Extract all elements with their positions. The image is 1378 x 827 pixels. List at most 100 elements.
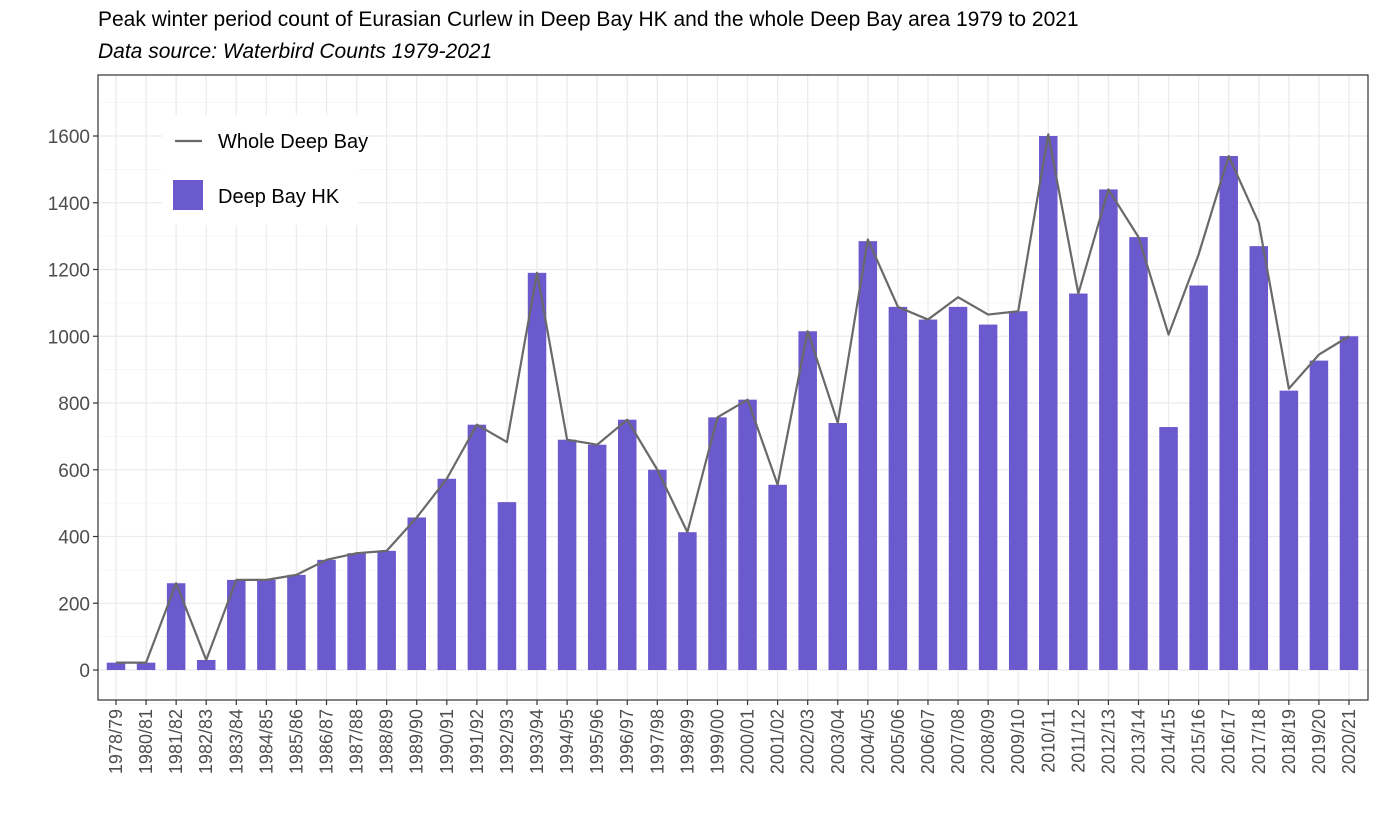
bar-deep-bay-hk <box>1069 293 1088 670</box>
x-tick-label: 2000/01 <box>738 709 758 774</box>
y-tick-label: 1000 <box>48 327 90 348</box>
bar-deep-bay-hk <box>888 306 908 670</box>
y-axis: 0 200 400 600 800 1000 1200 1400 1600 <box>48 127 98 682</box>
x-tick-label: 1985/86 <box>286 709 306 774</box>
bar-deep-bay-hk <box>347 553 366 670</box>
x-tick-label: 1995/96 <box>587 709 607 774</box>
x-tick-label: 2007/08 <box>948 709 968 774</box>
bar-series <box>106 136 1359 670</box>
x-tick-label: 2018/19 <box>1279 709 1299 774</box>
x-tick-label: 2008/09 <box>978 709 998 774</box>
x-tick-label: 2016/17 <box>1219 709 1239 774</box>
bar-deep-bay-hk <box>798 331 817 670</box>
chart-subtitle: Data source: Waterbird Counts 1979-2021 <box>98 40 493 63</box>
bar-deep-bay-hk <box>196 659 216 670</box>
bar-deep-bay-hk <box>227 579 246 670</box>
bar-deep-bay-hk <box>377 550 396 670</box>
y-tick-label: 1400 <box>48 194 90 215</box>
x-tick-label: 2012/13 <box>1098 709 1118 774</box>
bar-deep-bay-hk <box>407 517 426 670</box>
bar-deep-bay-hk <box>1309 360 1329 670</box>
bar-deep-bay-hk <box>106 662 126 670</box>
bar-deep-bay-hk <box>1008 311 1028 670</box>
x-tick-label: 1998/99 <box>677 709 697 774</box>
bar-deep-bay-hk <box>918 319 938 670</box>
x-tick-label: 1983/84 <box>226 709 246 774</box>
x-tick-label: 2011/12 <box>1068 709 1088 773</box>
bar-deep-bay-hk <box>497 502 517 670</box>
bar-deep-bay-hk <box>978 324 998 670</box>
bar-deep-bay-hk <box>527 272 547 670</box>
bar-deep-bay-hk <box>166 583 186 670</box>
bar-deep-bay-hk <box>948 306 968 670</box>
legend-label-line: Whole Deep Bay <box>218 131 368 153</box>
chart-title: Peak winter period count of Eurasian Cur… <box>98 8 1079 31</box>
bar-deep-bay-hk <box>1159 427 1178 670</box>
y-tick-label: 800 <box>58 394 90 415</box>
bar-deep-bay-hk <box>1039 136 1058 670</box>
x-tick-label: 2014/15 <box>1159 709 1179 774</box>
x-tick-label: 1989/90 <box>407 709 427 774</box>
x-tick-label: 2004/05 <box>858 709 878 774</box>
legend: Whole Deep Bay Deep Bay HK <box>162 115 368 225</box>
bar-deep-bay-hk <box>648 469 667 670</box>
bar-deep-bay-hk <box>1249 246 1269 670</box>
legend-label-bar: Deep Bay HK <box>218 186 340 208</box>
bar-deep-bay-hk <box>1129 237 1148 670</box>
legend-bar-swatch <box>173 180 203 210</box>
x-tick-label: 2020/21 <box>1339 709 1359 774</box>
bar-deep-bay-hk <box>617 419 637 670</box>
x-tick-label: 1988/89 <box>377 709 397 774</box>
x-tick-label: 2002/03 <box>798 709 818 774</box>
bar-deep-bay-hk <box>587 444 607 670</box>
x-tick-label: 1978/79 <box>106 709 126 774</box>
x-tick-label: 2001/02 <box>768 709 788 774</box>
x-tick-label: 2017/18 <box>1249 709 1269 774</box>
x-tick-label: 2009/10 <box>1008 709 1028 774</box>
x-tick-label: 1996/97 <box>617 709 637 774</box>
x-tick-label: 2019/20 <box>1309 709 1329 774</box>
bar-deep-bay-hk <box>257 579 276 670</box>
bar-deep-bay-hk <box>136 662 156 670</box>
x-tick-label: 2003/04 <box>828 709 848 774</box>
bar-deep-bay-hk <box>287 574 306 670</box>
bar-deep-bay-hk <box>437 478 457 670</box>
x-tick-label: 1981/82 <box>166 709 186 774</box>
bar-deep-bay-hk <box>828 423 848 670</box>
bar-deep-bay-hk <box>1339 336 1359 670</box>
x-axis: 1978/79 1980/81 1981/82 1982/83 1983/84 1984/… <box>106 700 1359 774</box>
y-tick-label: 200 <box>58 594 90 615</box>
x-tick-label: 2010/11 <box>1038 709 1058 773</box>
x-tick-label: 1992/93 <box>497 709 517 774</box>
y-tick-label: 1600 <box>48 127 90 148</box>
y-tick-label: 600 <box>58 461 90 482</box>
y-tick-label: 1200 <box>48 261 90 282</box>
x-tick-label: 1997/98 <box>647 709 667 774</box>
x-tick-label: 1982/83 <box>196 709 216 774</box>
x-tick-label: 1984/85 <box>256 709 276 774</box>
bar-deep-bay-hk <box>1189 285 1208 670</box>
bar-deep-bay-hk <box>317 559 336 670</box>
bar-deep-bay-hk <box>1279 390 1299 670</box>
bar-deep-bay-hk <box>467 424 487 670</box>
bar-deep-bay-hk <box>1099 189 1118 670</box>
x-tick-label: 1991/92 <box>467 709 487 774</box>
plot-border <box>97 74 1369 701</box>
bar-deep-bay-hk <box>557 439 577 670</box>
bar-deep-bay-hk <box>708 417 727 670</box>
x-tick-label: 1994/95 <box>557 709 577 774</box>
bar-deep-bay-hk <box>858 241 878 670</box>
x-tick-label: 2005/06 <box>888 709 908 774</box>
whole-deep-bay-line <box>116 133 1350 664</box>
y-tick-label: 400 <box>58 528 90 549</box>
x-tick-label: 2006/07 <box>918 709 938 774</box>
x-tick-label: 2013/14 <box>1128 709 1148 774</box>
x-tick-label: 2015/16 <box>1189 709 1209 774</box>
x-tick-label: 1987/88 <box>347 709 367 774</box>
x-tick-label: 1999/00 <box>707 709 727 774</box>
bar-deep-bay-hk <box>768 484 787 670</box>
bar-deep-bay-hk <box>678 532 697 670</box>
bar-deep-bay-hk <box>738 399 757 670</box>
x-tick-label: 1990/91 <box>437 709 457 774</box>
